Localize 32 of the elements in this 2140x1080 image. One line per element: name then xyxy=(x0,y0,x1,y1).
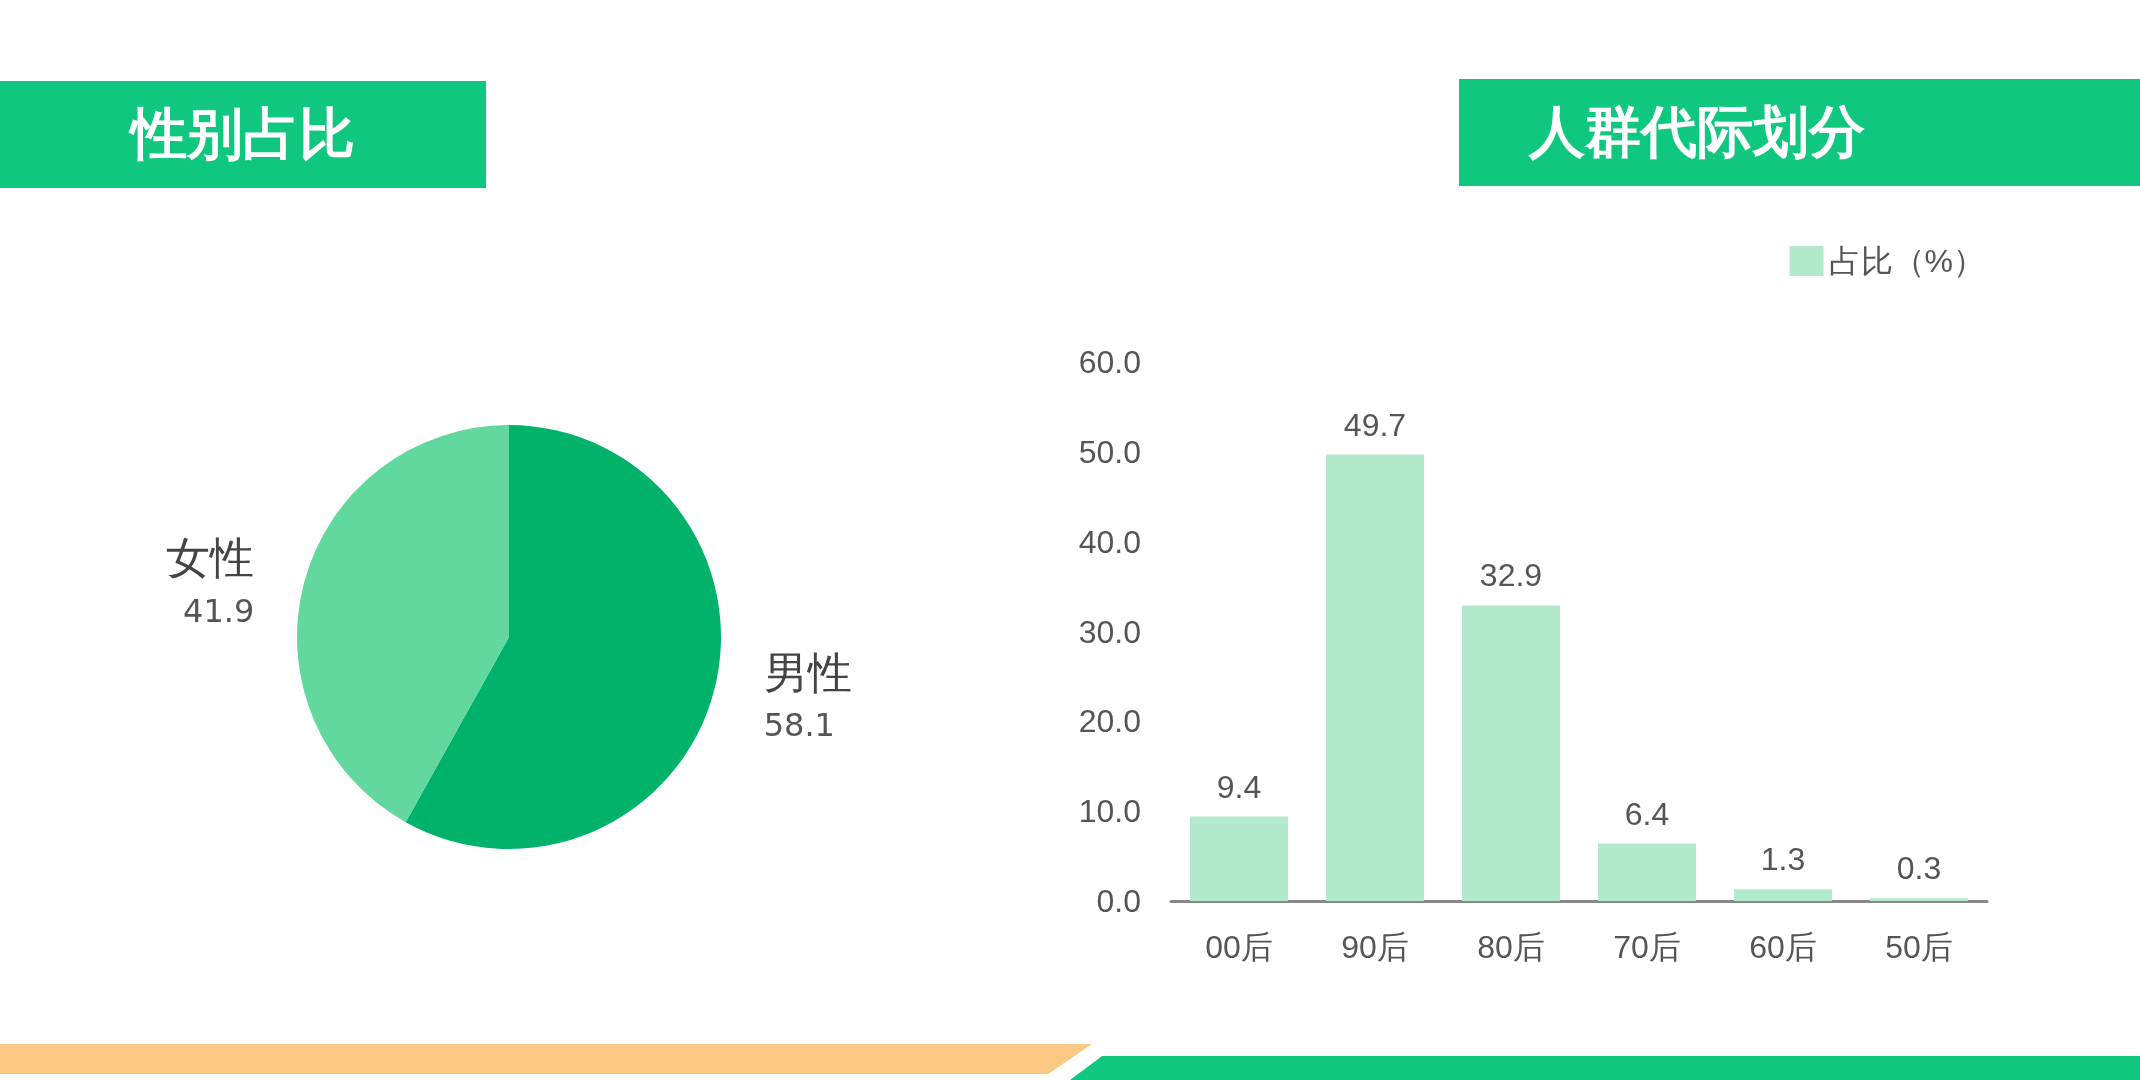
y-tick-label: 40.0 xyxy=(1078,523,1141,560)
y-tick-label: 10.0 xyxy=(1078,793,1141,830)
x-tick-label: 60后 xyxy=(1749,929,1817,965)
y-tick-label: 0.0 xyxy=(1096,883,1141,919)
bar xyxy=(1734,889,1832,901)
data-label: 32.9 xyxy=(1479,557,1543,594)
data-label: 58.1 xyxy=(763,706,835,745)
slice-label: 男性 xyxy=(763,646,852,698)
data-label: 6.4 xyxy=(1624,795,1670,832)
bar xyxy=(1598,843,1696,901)
data-label: 49.7 xyxy=(1343,406,1407,443)
y-tick-label: 50.0 xyxy=(1078,433,1141,470)
bar xyxy=(1190,816,1288,901)
data-label: 41.9 xyxy=(183,591,255,630)
x-tick-label: 90后 xyxy=(1341,929,1409,965)
x-tick-label: 00后 xyxy=(1205,929,1273,965)
data-label: 0.3 xyxy=(1896,850,1942,887)
bar xyxy=(1326,454,1424,901)
data-label: 9.4 xyxy=(1216,768,1262,805)
legend-label: 占比（%） xyxy=(1828,243,1985,279)
y-tick-label: 30.0 xyxy=(1078,613,1141,650)
chart-title: 性别占比 xyxy=(0,81,486,188)
y-tick-label: 60.0 xyxy=(1078,344,1141,380)
bar xyxy=(1870,898,1968,901)
chart-title: 人群代际划分 xyxy=(1459,79,2140,186)
slice-label: 女性 xyxy=(166,532,255,584)
x-tick-label: 80后 xyxy=(1477,929,1545,965)
bar xyxy=(1462,605,1560,901)
x-tick-label: 70后 xyxy=(1613,929,1681,965)
data-label: 1.3 xyxy=(1760,841,1806,878)
y-tick-label: 20.0 xyxy=(1078,703,1141,740)
x-tick-label: 50后 xyxy=(1885,929,1953,965)
